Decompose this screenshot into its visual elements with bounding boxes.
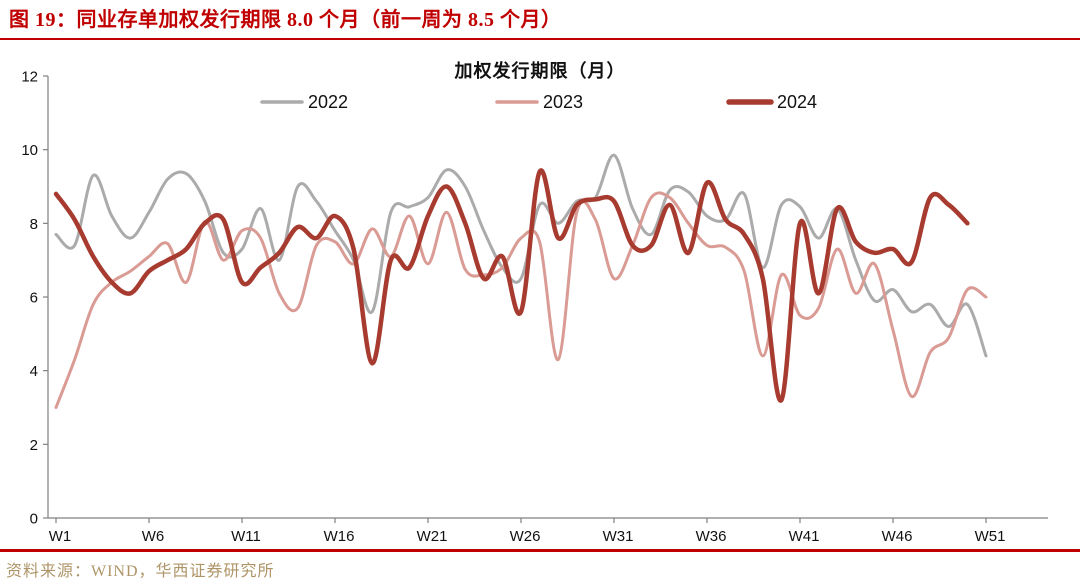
y-axis-tick-label: 10: [21, 142, 38, 159]
figure-caption: 图 19：同业存单加权发行期限 8.0 个月（前一周为 8.5 个月）: [9, 9, 562, 31]
x-axis-tick-label: W1: [49, 528, 72, 545]
y-axis-tick-label: 4: [30, 363, 38, 380]
top-divider: [0, 38, 1080, 40]
y-axis-tick-label: 12: [21, 69, 38, 86]
x-axis-tick-label: W6: [142, 528, 165, 545]
chart-title: 加权发行期限（月）: [454, 61, 626, 81]
legend-label-2024: 2024: [777, 92, 817, 112]
x-axis-tick-label: W51: [975, 528, 1006, 545]
chart-area: 加权发行期限（月） 0 2 4 6 8 10 12 W1 W6 W11 W16 W21 W26 W31 W3…: [0, 41, 1080, 549]
x-axis-tick-label: W26: [510, 528, 541, 545]
legend-label-2022: 2022: [308, 92, 348, 112]
bottom-divider: [0, 549, 1080, 552]
series-line-2024: [53, 168, 970, 403]
x-axis-tick-label: W41: [789, 528, 820, 545]
chart-svg: 0 2 4 6 8 10 12 W1 W6 W11 W16 W21 W26 W31 W36 W41 W46 W51…: [21, 69, 1048, 545]
x-axis-tick-label: W31: [603, 528, 634, 545]
legend-label-2023: 2023: [543, 92, 583, 112]
x-axis-tick-label: W21: [417, 528, 448, 545]
x-axis-tick-label: W46: [882, 528, 913, 545]
y-axis-tick-label: 8: [30, 216, 38, 233]
x-axis-tick-label: W16: [324, 528, 355, 545]
y-axis-tick-label: 6: [30, 290, 38, 307]
series-line-2022: [54, 153, 988, 358]
x-axis-tick-label: W11: [231, 528, 261, 545]
source-note: 资料来源：WIND，华西证券研究所: [6, 563, 275, 580]
series-line-2023: [54, 191, 988, 409]
y-axis-tick-label: 2: [30, 437, 38, 454]
y-axis-tick-label: 0: [30, 511, 38, 528]
x-axis-tick-label: W36: [696, 528, 727, 545]
